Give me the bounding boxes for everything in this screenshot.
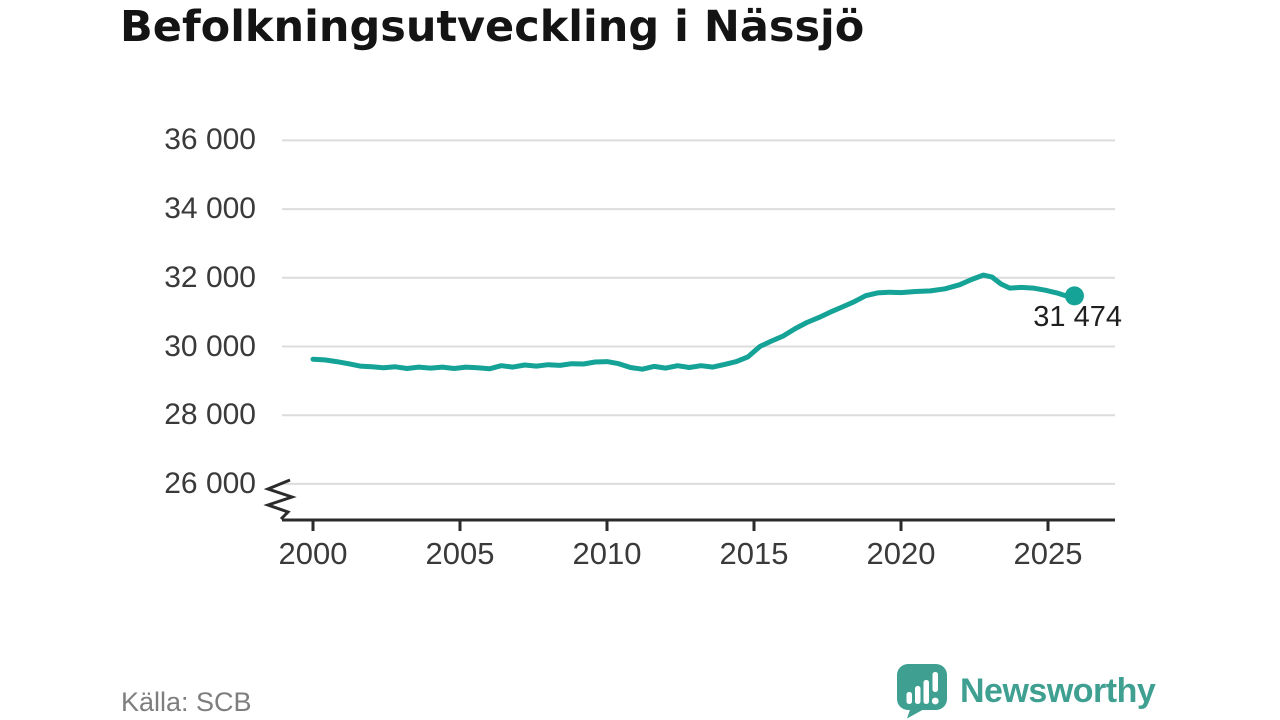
y-tick-label: 30 000	[164, 329, 256, 363]
last-value-label: 31 474	[1033, 301, 1122, 333]
x-tick-label: 2025	[1013, 536, 1083, 571]
x-tick-label: 2015	[719, 536, 789, 571]
x-tick-label: 2005	[425, 536, 495, 571]
x-tick-label: 2010	[572, 536, 642, 571]
axis-break-zigzag	[263, 478, 297, 521]
newsworthy-logo: Newsworthy	[896, 663, 1156, 719]
source-note: Källa: SCB	[121, 687, 252, 717]
y-tick-label: 34 000	[164, 192, 256, 226]
newsworthy-speech-bubble-chart-icon	[897, 664, 947, 719]
y-tick-label: 36 000	[164, 123, 256, 157]
x-tick-label: 2000	[278, 536, 348, 571]
chart-title: Befolkningsutveckling i Nässjö	[120, 2, 865, 52]
end-point-dot	[1064, 286, 1084, 306]
x-tick-label: 2020	[866, 536, 936, 571]
y-tick-label: 32 000	[164, 260, 256, 294]
newsworthy-wordmark: Newsworthy	[960, 672, 1156, 710]
y-tick-label: 28 000	[164, 398, 256, 432]
y-tick-label: 26 000	[164, 466, 256, 500]
population-line	[310, 272, 1077, 372]
